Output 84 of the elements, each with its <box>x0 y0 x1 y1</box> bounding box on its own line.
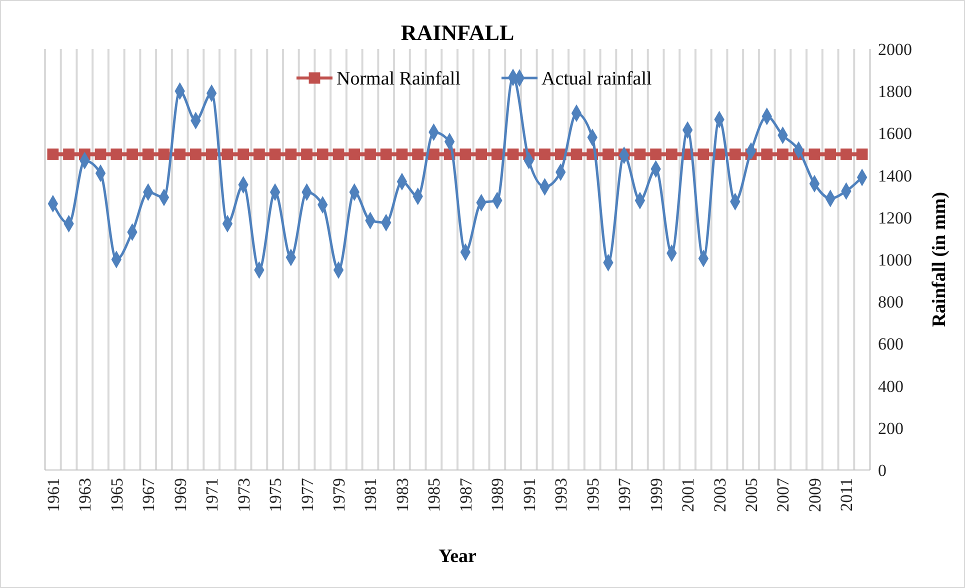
x-tick-label: 1977 <box>298 478 317 512</box>
x-tick-label: 1971 <box>202 478 222 512</box>
point <box>396 148 408 160</box>
y-tick-label: 800 <box>878 292 904 312</box>
x-tick-label: 1993 <box>552 478 571 512</box>
point <box>238 148 250 160</box>
x-tick-label: 1985 <box>424 478 444 512</box>
point <box>47 148 59 160</box>
point <box>285 148 297 160</box>
point <box>460 148 472 160</box>
point <box>570 148 582 160</box>
point <box>206 148 218 160</box>
point <box>364 148 376 160</box>
x-tick-label: 1981 <box>361 478 380 512</box>
point <box>428 148 440 160</box>
x-tick-label: 1969 <box>170 478 190 512</box>
x-tick-label: 2011 <box>837 478 856 512</box>
y-tick-label: 2000 <box>878 40 912 59</box>
point <box>332 148 344 160</box>
y-tick-label: 1000 <box>878 250 912 270</box>
point <box>142 148 154 160</box>
point <box>63 148 74 160</box>
point <box>190 148 202 160</box>
point <box>348 148 360 160</box>
x-tick-label: 1975 <box>266 478 286 512</box>
point <box>253 148 265 160</box>
x-tick-label: 1991 <box>520 478 539 512</box>
point <box>507 148 519 160</box>
x-tick-label: 2009 <box>805 478 824 512</box>
point <box>316 148 328 160</box>
point <box>539 148 550 160</box>
x-tick-label: 1965 <box>107 478 126 512</box>
x-tick-label: 1961 <box>44 478 63 512</box>
point <box>729 148 741 160</box>
point <box>634 148 646 160</box>
point <box>380 148 392 160</box>
chart-title: RAINFALL <box>400 20 514 45</box>
point <box>158 148 170 160</box>
x-axis-title: Year <box>438 546 478 567</box>
legend-label: Actual rainfall <box>542 68 652 90</box>
y-tick-label: 1200 <box>878 208 912 228</box>
point <box>808 148 820 160</box>
point <box>761 148 773 160</box>
y-tick-label: 400 <box>878 376 904 396</box>
point <box>666 148 678 160</box>
y-tick-label: 600 <box>878 334 904 354</box>
point <box>94 148 106 160</box>
point <box>491 148 503 160</box>
y-tick-label: 1800 <box>878 82 912 102</box>
point <box>856 148 868 160</box>
point <box>110 148 122 160</box>
point <box>174 148 186 160</box>
x-tick-label: 2005 <box>742 478 762 512</box>
x-tick-label: 1967 <box>139 478 158 512</box>
y-tick-label: 200 <box>878 418 904 438</box>
y-tick-label: 0 <box>878 460 886 480</box>
point <box>222 148 234 160</box>
x-tick-label: 1989 <box>488 478 508 512</box>
point <box>476 148 487 160</box>
x-tick-label: 1963 <box>76 478 95 512</box>
x-tick-label: 2001 <box>678 478 698 512</box>
point <box>824 148 836 160</box>
y-axis-title: Rainfall (in mm) <box>929 192 950 328</box>
x-tick-label: 2007 <box>774 478 793 512</box>
y-tick-label: 1600 <box>878 124 912 144</box>
x-tick-label: 1995 <box>583 478 602 512</box>
point <box>126 148 138 160</box>
legend-label: Normal Rainfall <box>336 68 460 90</box>
point <box>840 148 852 160</box>
point <box>650 148 662 160</box>
point <box>269 148 281 160</box>
point <box>602 148 614 160</box>
x-tick-label: 1999 <box>646 478 666 512</box>
point <box>698 148 710 160</box>
x-tick-label: 1997 <box>615 478 634 512</box>
x-tick-label: 1979 <box>330 478 349 512</box>
x-tick-label: 1983 <box>392 478 412 512</box>
x-tick-label: 1987 <box>456 478 476 512</box>
x-tick-label: 2003 <box>710 478 730 512</box>
point <box>777 148 788 160</box>
point <box>301 148 312 160</box>
x-tick-label: 1973 <box>234 478 254 512</box>
y-tick-label: 1400 <box>878 166 912 186</box>
point <box>412 148 424 160</box>
